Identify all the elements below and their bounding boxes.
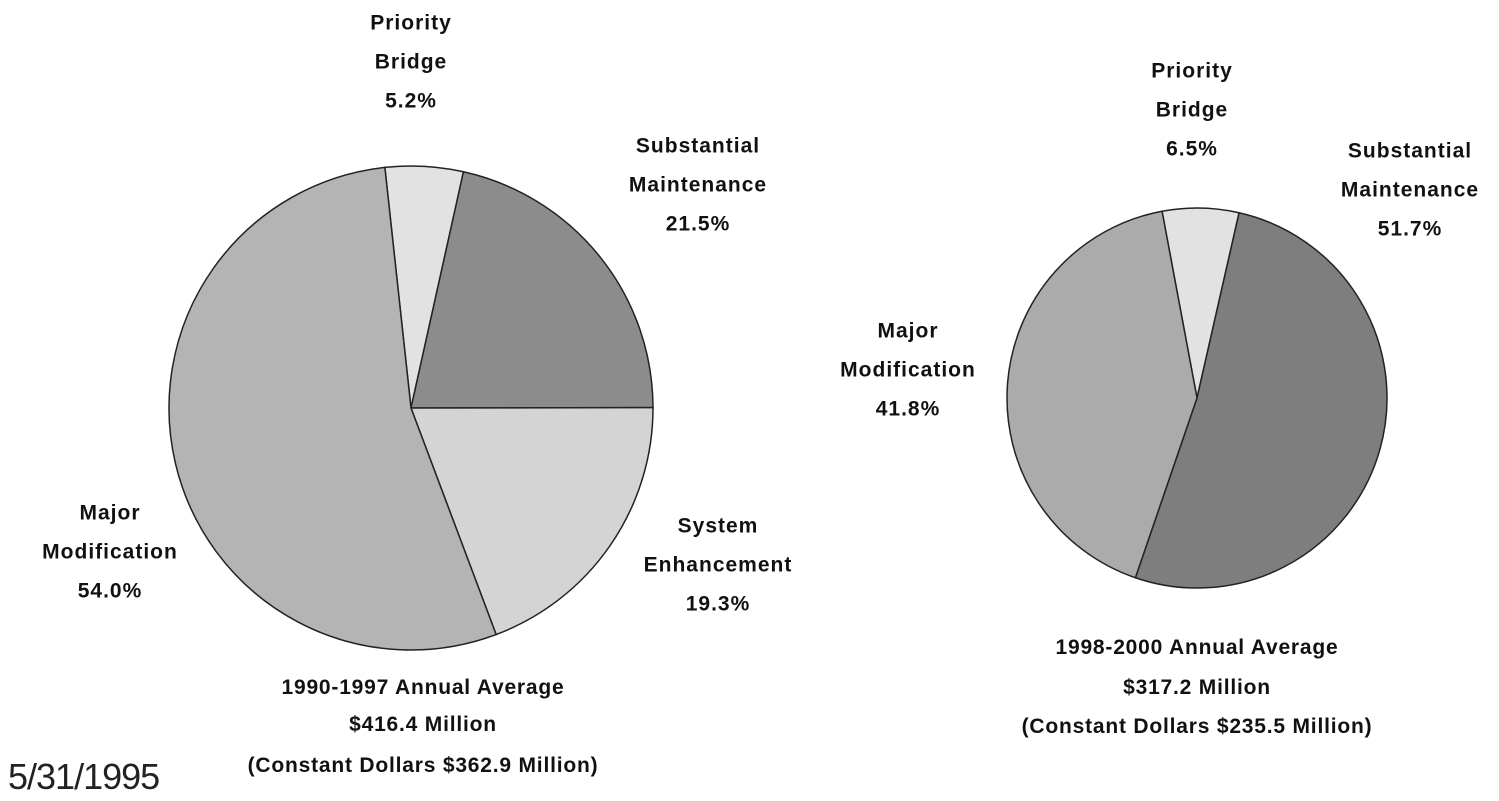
caption: (Constant Dollars $362.9 Million) [247,754,599,777]
slice-label: Priority Bridge 5.2% [370,4,452,121]
caption: $317.2 Million [1123,676,1271,699]
slice-value: 51.7% [1377,217,1443,241]
slice-name: Priority Bridge [370,11,452,74]
pie-slice [1134,211,1388,589]
slice-label: Substantial Maintenance 21.5% [629,127,767,244]
slice-value: 19.3% [685,592,751,616]
caption: 1998-2000 Annual Average [1055,636,1339,659]
slice-label: Major Modification 54.0% [42,494,178,611]
caption: $416.4 Million [349,713,497,736]
pie-slice [168,166,498,651]
pie-slice [409,406,654,636]
slice-value: 54.0% [77,579,143,603]
slice-value: 5.2% [385,89,437,113]
slice-name: Priority Bridge [1151,59,1233,122]
caption: (Constant Dollars $235.5 Million) [1021,715,1373,738]
pie-slice [1006,210,1198,579]
pie-slice [410,170,654,409]
date: 5/31/1995 [8,756,160,797]
slice-name: Major Modification [840,319,976,382]
slice-value: 6.5% [1166,137,1218,161]
slice-label: Priority Bridge 6.5% [1151,52,1233,169]
slice-name: System Enhancement [643,514,793,577]
caption: 1990-1997 Annual Average [281,676,565,699]
slice-name: Substantial Maintenance [628,134,768,197]
slice-name: Major Modification [42,501,178,564]
slice-label: Substantial Maintenance 51.7% [1341,132,1479,249]
slice-label: Major Modification 41.8% [840,312,976,429]
slice-value: 41.8% [875,397,941,421]
slice-name: Substantial Maintenance [1340,139,1480,202]
slice-label: System Enhancement 19.3% [644,507,793,624]
slice-value: 21.5% [665,212,731,236]
